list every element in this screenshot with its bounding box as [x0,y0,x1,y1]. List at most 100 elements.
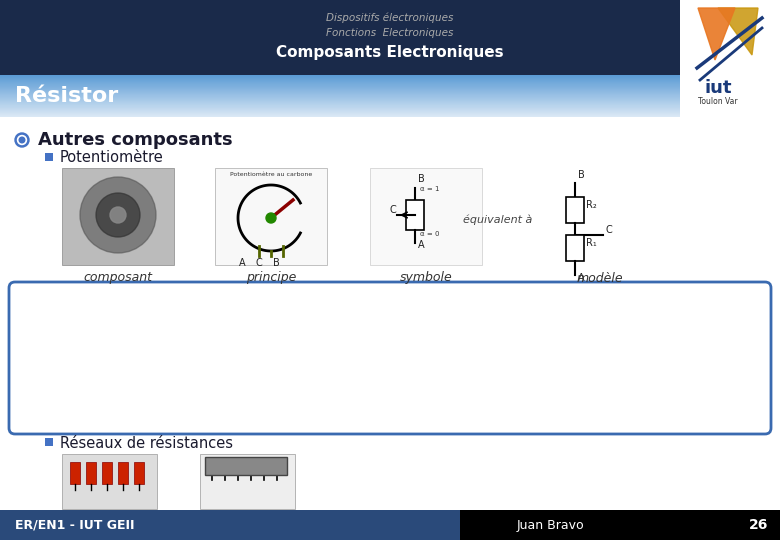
Text: iut: iut [704,79,732,97]
FancyBboxPatch shape [0,84,680,85]
FancyBboxPatch shape [0,90,680,91]
Text: Potentiomètre au carbone: Potentiomètre au carbone [230,172,312,177]
Polygon shape [718,8,758,55]
Text: R₂: R₂ [586,200,597,210]
FancyBboxPatch shape [566,235,584,261]
FancyBboxPatch shape [0,99,680,100]
Polygon shape [698,8,735,60]
FancyBboxPatch shape [0,92,680,93]
FancyBboxPatch shape [102,462,112,484]
Text: équivalent à: équivalent à [463,215,533,225]
FancyBboxPatch shape [0,93,680,94]
Circle shape [20,137,25,143]
FancyBboxPatch shape [0,111,680,112]
FancyBboxPatch shape [0,89,680,90]
Text: Réseaux de résistances: Réseaux de résistances [60,435,233,450]
FancyBboxPatch shape [9,282,771,434]
FancyBboxPatch shape [0,101,680,102]
FancyBboxPatch shape [0,85,680,86]
Text: α = 1: α = 1 [420,186,439,192]
FancyBboxPatch shape [0,104,680,105]
Text: ER/EN1 - IUT GEII: ER/EN1 - IUT GEII [15,518,134,531]
Text: 26: 26 [749,518,768,532]
FancyBboxPatch shape [0,104,680,105]
FancyBboxPatch shape [0,91,680,92]
Text: Juan Bravo: Juan Bravo [516,518,583,531]
Text: C: C [390,205,397,215]
FancyBboxPatch shape [70,462,80,484]
FancyBboxPatch shape [0,114,680,115]
FancyBboxPatch shape [86,462,96,484]
FancyBboxPatch shape [0,84,680,85]
Text: symbole: symbole [399,272,452,285]
FancyBboxPatch shape [62,168,174,265]
Text: B: B [578,170,585,180]
FancyBboxPatch shape [0,107,680,108]
Text: A: A [239,258,246,268]
Circle shape [266,213,276,223]
Circle shape [96,193,140,237]
Text: Dispositifs électroniques: Dispositifs électroniques [326,13,454,23]
Text: C: C [605,225,612,235]
FancyBboxPatch shape [0,97,680,98]
FancyBboxPatch shape [0,0,780,75]
FancyBboxPatch shape [0,100,680,101]
FancyBboxPatch shape [0,110,680,111]
FancyBboxPatch shape [0,82,680,83]
Text: A: A [578,273,585,283]
Text: composant: composant [83,272,153,285]
FancyBboxPatch shape [0,85,680,86]
FancyBboxPatch shape [0,103,680,104]
Text: modèle: modèle [576,272,623,285]
FancyBboxPatch shape [215,168,327,265]
FancyBboxPatch shape [0,78,680,79]
FancyBboxPatch shape [45,438,53,446]
Text: Composants Electroniques: Composants Electroniques [276,44,504,59]
Text: B: B [418,174,425,184]
Circle shape [80,177,156,253]
FancyBboxPatch shape [0,96,680,97]
Circle shape [17,136,27,145]
FancyBboxPatch shape [406,200,424,230]
Text: Fonctions  Electroniques: Fonctions Electroniques [326,28,454,38]
FancyBboxPatch shape [0,83,680,84]
FancyBboxPatch shape [0,79,680,80]
FancyBboxPatch shape [0,106,680,107]
FancyBboxPatch shape [0,510,460,540]
Text: A: A [418,240,424,250]
FancyBboxPatch shape [200,454,295,509]
Text: B: B [273,258,279,268]
FancyBboxPatch shape [0,112,680,113]
FancyBboxPatch shape [0,83,680,84]
FancyBboxPatch shape [118,462,128,484]
FancyBboxPatch shape [0,81,680,82]
Text: R₁: R₁ [586,238,597,248]
FancyBboxPatch shape [0,109,680,110]
FancyBboxPatch shape [0,88,680,89]
Text: Toulon Var: Toulon Var [698,97,738,105]
Text: principe: principe [246,272,296,285]
FancyBboxPatch shape [0,116,680,117]
Text: α = 0: α = 0 [420,231,439,237]
FancyBboxPatch shape [0,95,680,96]
FancyBboxPatch shape [45,153,53,161]
FancyBboxPatch shape [0,75,680,76]
FancyBboxPatch shape [0,113,680,114]
Text: Résistor: Résistor [15,86,119,106]
FancyBboxPatch shape [205,457,287,475]
FancyBboxPatch shape [0,80,680,81]
FancyBboxPatch shape [460,510,780,540]
FancyBboxPatch shape [0,105,680,106]
FancyBboxPatch shape [0,102,680,103]
Text: Autres composants: Autres composants [38,131,232,149]
FancyBboxPatch shape [0,103,680,104]
FancyBboxPatch shape [680,0,780,117]
Circle shape [110,207,126,223]
FancyBboxPatch shape [0,98,680,99]
FancyBboxPatch shape [0,115,680,116]
FancyBboxPatch shape [0,94,680,95]
FancyBboxPatch shape [0,102,680,103]
FancyBboxPatch shape [370,168,482,265]
FancyBboxPatch shape [566,197,584,223]
FancyBboxPatch shape [0,86,680,87]
